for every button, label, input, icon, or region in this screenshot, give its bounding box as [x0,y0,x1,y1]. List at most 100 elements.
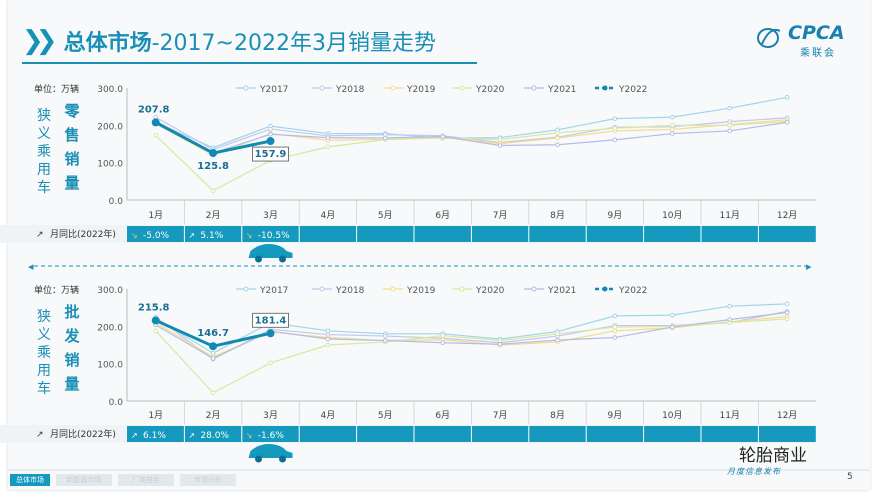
legend-marker [390,85,396,91]
legend-label: Y2020 [475,85,505,95]
series-line-y2021 [155,311,788,360]
page-title: 总体市场-2017~2022年3月销量走势 [63,31,436,56]
x-tick-label: 6月 [435,410,450,421]
data-point-y2022 [209,342,218,351]
ylabel-char: 批 [64,303,79,321]
legend-marker [531,85,537,91]
legend-marker [602,85,608,91]
data-point-y2021 [670,324,675,330]
legend-label: Y2018 [335,85,365,95]
data-point-y2021 [325,336,331,342]
data-point-y2021 [784,310,790,315]
cpca-logo-icon [757,28,781,48]
y-tick-label: 200.0 [97,122,123,132]
data-point-y2017 [670,114,675,120]
data-label: 215.8 [138,302,170,313]
data-point-y2018 [153,114,158,120]
side-label-char: 车 [37,179,51,196]
legend-marker [602,286,608,292]
side-label-char: 用 [37,162,51,178]
data-point-y2022 [209,149,218,158]
data-point-y2020 [325,144,331,150]
legend-marker [390,286,396,292]
data-point-y2021 [555,142,560,148]
x-tick-label: 11月 [719,410,739,421]
yoy-value: 6.1% [143,431,166,441]
data-point-y2020 [210,188,216,193]
data-label-box [252,312,289,328]
series-line-y2020 [155,318,788,394]
ylabel-char: 销 [64,150,79,168]
x-tick-label: 6月 [435,210,450,221]
logo-subtitle: 乘联会 [800,48,836,59]
footer-tab-ranking[interactable]: 厂商排名 [118,474,174,486]
data-label: 181.4 [255,315,287,326]
y-tick-label: 0.0 [109,398,124,408]
data-point-y2021 [555,337,560,343]
footer-tab-nev[interactable]: 新能源市场 [56,474,112,486]
page-number: 5 [847,472,853,482]
data-label: 146.7 [197,328,229,339]
legend-label: Y2022 [618,85,647,95]
side-label-char: 义 [37,126,51,142]
data-point-y2021 [727,317,733,322]
data-point-y2020 [440,333,446,338]
legend-label: Y2022 [618,286,647,296]
yoy-value: -10.5% [258,231,290,241]
data-point-y2022 [151,118,160,127]
yoy-label: 月同比(2022年) [50,228,116,240]
ylabel-char: 零 [63,102,80,120]
side-label-char: 狭 [37,309,51,325]
data-point-y2021 [784,120,790,125]
legend-label: Y2021 [547,286,576,296]
x-tick-label: 10月 [662,210,682,221]
slide [8,0,870,490]
data-point-y2017 [784,95,790,100]
legend-marker [459,85,465,91]
side-label-char: 义 [37,327,51,343]
x-tick-label: 5月 [378,410,393,421]
divider-left-arrow: ◂ [28,260,34,273]
data-point-y2022 [266,329,275,338]
data-point-y2017 [784,301,790,307]
ylabel-char: 售 [64,126,79,144]
data-point-y2020 [555,331,560,337]
legend-label: Y2019 [406,286,436,296]
data-point-y2021 [612,335,618,340]
legend-label: Y2019 [406,85,436,95]
side-label-char: 乘 [37,345,51,361]
series-line-y2018 [155,310,788,360]
x-tick-label: 7月 [493,410,508,421]
x-tick-label: 2月 [206,410,221,421]
data-point-y2020 [153,328,158,334]
legend-label: Y2017 [259,85,288,95]
divider-right-arrow: ▸ [806,260,812,273]
ylabel-char: 销 [64,351,79,369]
data-point-y2017 [210,350,216,356]
footer-tab-analysis[interactable]: 市场分析 [180,474,236,486]
y-tick-label: 0.0 [109,197,124,207]
data-point-y2017 [727,105,733,111]
data-point-y2020 [784,316,790,322]
car-icon [248,244,293,258]
x-tick-label: 3月 [263,210,278,221]
data-point-y2017 [727,303,733,309]
footer-tab-overall[interactable]: 总体市场 [10,474,50,486]
data-point-y2020 [612,126,618,131]
legend-marker [319,286,325,292]
x-tick-label: 1月 [148,410,163,421]
legend-label: Y2020 [475,286,505,296]
side-label-char: 用 [37,363,51,379]
data-point-y2021 [497,143,503,148]
x-tick-label: 9月 [608,410,623,421]
data-point-y2020 [153,133,158,138]
series-line-y2021 [155,120,788,154]
data-label-box [252,146,289,162]
report-label: 月度信息发布 [727,467,781,476]
data-point-y2019 [555,135,560,141]
legend-label: Y2018 [335,286,365,296]
legend-marker [243,85,249,91]
legend-marker [531,286,537,292]
